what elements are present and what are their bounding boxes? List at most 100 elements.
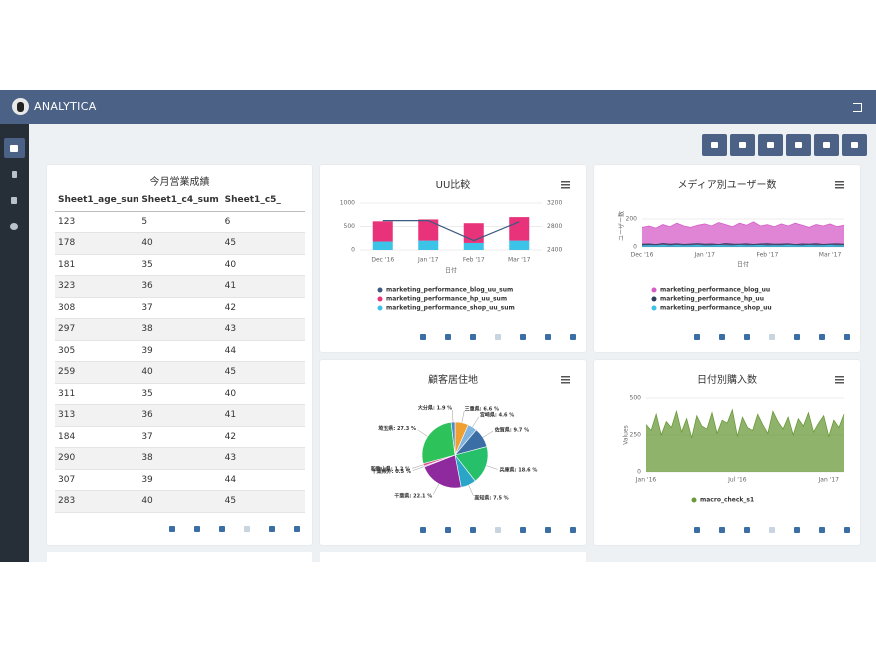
y-tick-label: 0 (351, 247, 355, 254)
filter-icon[interactable] (12, 171, 17, 178)
footer-icon[interactable] (219, 526, 225, 532)
tool-button[interactable] (730, 134, 755, 156)
table-cell: 42 (224, 302, 237, 313)
footer-icon[interactable] (744, 334, 750, 340)
leader-line (482, 430, 494, 438)
menu-icon (561, 181, 570, 183)
footer-icon[interactable] (719, 527, 725, 533)
footer-icon[interactable] (495, 334, 501, 340)
bar (509, 217, 530, 241)
footer-icon[interactable] (819, 527, 825, 533)
data-table: Sheet1_age_sum Sheet1_c4_sum Sheet1_c5_ 123… (55, 190, 305, 518)
footer-icon[interactable] (794, 334, 800, 340)
footer-icon[interactable] (570, 334, 576, 340)
table-cell: 323 (58, 281, 76, 292)
table-cell: 311 (58, 388, 76, 399)
y-axis-label: Values (623, 425, 630, 445)
footer-icon[interactable] (244, 526, 250, 532)
x-tick-label: Dec '16 (631, 252, 654, 259)
panel-title: 今月営業成績 (149, 177, 210, 188)
table-cell: 40 (141, 367, 153, 378)
footer-icon[interactable] (769, 527, 775, 533)
legend-label: marketing_performance_blog_uu_sum (386, 287, 513, 294)
x-tick-label: Dec '16 (371, 257, 394, 264)
footer-icon[interactable] (294, 526, 300, 532)
table-panel: 今月営業成績 Sheet1_age_sum Sheet1_c4_sum Sheet1… (47, 165, 312, 545)
footer-icon[interactable] (719, 334, 725, 340)
bar (418, 219, 439, 241)
menu-icon (835, 187, 844, 189)
footer-icon[interactable] (194, 526, 200, 532)
table-cell: 123 (58, 216, 76, 227)
sidebar (0, 124, 29, 562)
slice-label: 三重県: 6.6 % (465, 406, 499, 413)
x-axis-label: 日付 (445, 267, 457, 275)
menu-icon (561, 187, 570, 189)
footer-icon[interactable] (694, 334, 700, 340)
footer-icon[interactable] (545, 527, 551, 533)
footer-icon[interactable] (744, 527, 750, 533)
footer-icon[interactable] (420, 527, 426, 533)
legend-label: marketing_performance_shop_uu (660, 305, 772, 312)
table-cell: 43 (224, 324, 237, 335)
leader-line (472, 416, 480, 428)
table-cell: 35 (141, 259, 153, 270)
y-tick-label: 500 (344, 223, 356, 230)
table-cell: 290 (58, 453, 76, 464)
column-header: Sheet1_age_sum (58, 195, 139, 206)
footer-icon[interactable] (520, 334, 526, 340)
tool-button[interactable] (702, 134, 727, 156)
table-cell: 36 (141, 410, 153, 421)
leader-line (461, 410, 465, 423)
x-tick-label: Jan '17 (693, 252, 715, 259)
footer-icon[interactable] (495, 527, 501, 533)
footer-icon[interactable] (470, 527, 476, 533)
y-tick-label: 0 (633, 244, 637, 251)
footer-icon[interactable] (694, 527, 700, 533)
x-tick-label: Mar '17 (819, 252, 842, 259)
tool-button[interactable] (842, 134, 867, 156)
footer-icon[interactable] (819, 334, 825, 340)
table-cell: 35 (141, 388, 153, 399)
menu-icon (835, 379, 844, 381)
area-line (641, 244, 845, 247)
bar (418, 240, 439, 250)
y-tick-label: 0 (637, 469, 641, 476)
legend-marker (651, 296, 657, 302)
footer-icon[interactable] (844, 527, 850, 533)
table-row: 181 35 40 (55, 255, 305, 276)
footer-icon[interactable] (520, 527, 526, 533)
footer-icon[interactable] (269, 526, 275, 532)
table-row: 178 40 45 (55, 233, 305, 255)
chart-panel: 日付別購入数 0 250 500 Jan '16 Jul '16 Jan '17 Values… (594, 360, 860, 545)
leader-line (468, 484, 474, 497)
chart: UU比較 0 500 1000 2400 2800 3200 Dec '16 Jan '17 Fe… (340, 178, 576, 340)
menu-icon (835, 376, 844, 378)
table-cell: 42 (224, 431, 237, 442)
tool-button[interactable] (814, 134, 839, 156)
logout-icon[interactable] (853, 103, 862, 112)
tool-button[interactable] (758, 134, 783, 156)
x-tick-label: Jan '17 (417, 257, 439, 264)
footer-icon[interactable] (769, 334, 775, 340)
x-axis-label: 日付 (737, 261, 749, 269)
x-tick-label: Feb '17 (756, 252, 778, 259)
tool-icon[interactable] (11, 197, 17, 204)
footer-icon[interactable] (169, 526, 175, 532)
y-tick-label: 1000 (340, 200, 355, 207)
settings-icon[interactable] (10, 223, 18, 230)
footer-icon[interactable] (844, 334, 850, 340)
footer-icon[interactable] (445, 334, 451, 340)
table-cell: 38 (141, 324, 153, 335)
footer-icon[interactable] (545, 334, 551, 340)
footer-icon[interactable] (420, 334, 426, 340)
footer-icon[interactable] (445, 527, 451, 533)
footer-icon[interactable] (794, 527, 800, 533)
footer-icon[interactable] (470, 334, 476, 340)
tool-button[interactable] (786, 134, 811, 156)
legend-marker (377, 287, 383, 293)
home-icon[interactable] (10, 145, 18, 152)
footer-icon[interactable] (570, 527, 576, 533)
table-row: 290 38 43 (55, 448, 305, 470)
header: ANALYTICA (0, 90, 876, 124)
